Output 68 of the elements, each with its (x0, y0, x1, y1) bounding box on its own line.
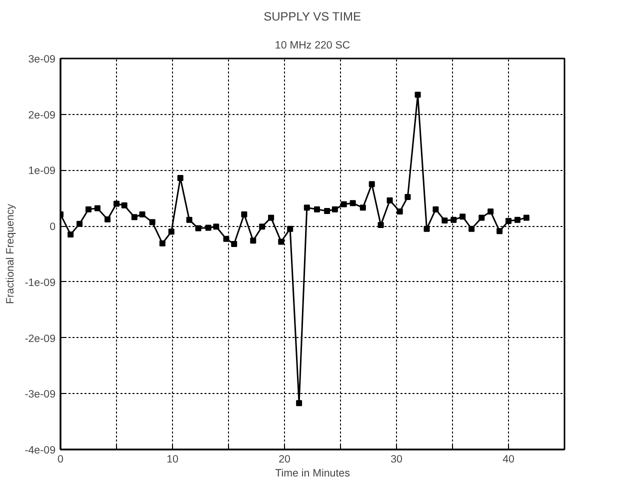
point (223, 236, 230, 242)
y-tick-label: 2e-09 (28, 109, 56, 122)
chart-title: SUPPLY VS TIME (264, 10, 361, 24)
point (523, 214, 530, 221)
y-tick-label: 0 (50, 221, 56, 234)
point (94, 205, 100, 212)
point (213, 224, 220, 230)
point (250, 238, 256, 244)
point (231, 240, 238, 247)
point (177, 175, 184, 182)
point (368, 181, 375, 188)
point (324, 208, 330, 214)
point (360, 204, 366, 211)
x-axis-title: Time in Minutes (275, 468, 350, 480)
x-tick-label: 30 (390, 454, 402, 466)
y-tick-label: -4e-09 (24, 444, 56, 456)
point (332, 206, 338, 212)
y-axis-title: Fractional Frequency (4, 203, 17, 304)
point (488, 208, 494, 215)
point (278, 238, 284, 245)
point (104, 216, 111, 222)
point (86, 206, 92, 212)
point (460, 214, 466, 220)
point (340, 201, 347, 208)
point (114, 200, 120, 207)
point (432, 206, 439, 212)
point (442, 217, 448, 224)
point (121, 202, 128, 208)
point (268, 214, 274, 221)
point (259, 224, 266, 230)
point (468, 226, 475, 232)
point (139, 211, 146, 218)
point (314, 206, 320, 212)
point (287, 226, 294, 232)
point (478, 214, 485, 221)
point (186, 216, 192, 223)
point (149, 219, 156, 226)
point (350, 200, 356, 206)
y-tick-label: -2e-09 (24, 332, 56, 345)
x-tick-label: 40 (502, 454, 514, 466)
point (304, 204, 310, 211)
x-tick-label: 0 (58, 454, 64, 466)
point (296, 400, 302, 406)
y-tick-label: 1e-09 (28, 165, 56, 178)
point (396, 208, 403, 215)
y-tick-label: -3e-09 (24, 388, 56, 401)
point (506, 218, 512, 224)
y-tick-label: 3e-09 (28, 54, 56, 66)
point (159, 240, 166, 246)
y-tick-label: -1e-09 (24, 276, 56, 289)
x-tick-label: 10 (166, 454, 178, 466)
point (386, 197, 393, 204)
point (205, 224, 212, 231)
point (404, 194, 411, 200)
point (496, 228, 503, 234)
point (378, 222, 384, 228)
x-tick-label: 20 (278, 454, 290, 466)
point (168, 228, 174, 235)
point (514, 216, 520, 223)
point (241, 211, 248, 218)
point (68, 231, 74, 238)
point (195, 225, 202, 232)
point (131, 214, 138, 220)
point (76, 220, 83, 227)
point (424, 226, 430, 232)
chart-subtitle: 10 MHz 220 SC (274, 40, 350, 52)
point (414, 92, 421, 98)
point (450, 216, 457, 223)
